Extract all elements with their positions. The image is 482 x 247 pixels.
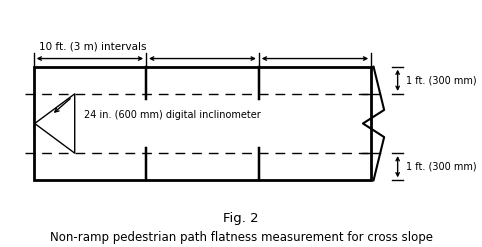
Text: 1 ft. (300 mm): 1 ft. (300 mm) bbox=[406, 162, 477, 172]
Text: Non-ramp pedestrian path flatness measurement for cross slope: Non-ramp pedestrian path flatness measur… bbox=[50, 231, 432, 244]
Text: 24 in. (600 mm) digital inclinometer: 24 in. (600 mm) digital inclinometer bbox=[84, 110, 261, 120]
Text: 10 ft. (3 m) intervals: 10 ft. (3 m) intervals bbox=[39, 41, 146, 51]
Text: Fig. 2: Fig. 2 bbox=[223, 212, 259, 225]
Text: 1 ft. (300 mm): 1 ft. (300 mm) bbox=[406, 75, 477, 85]
Bar bbox=[34, 67, 371, 180]
